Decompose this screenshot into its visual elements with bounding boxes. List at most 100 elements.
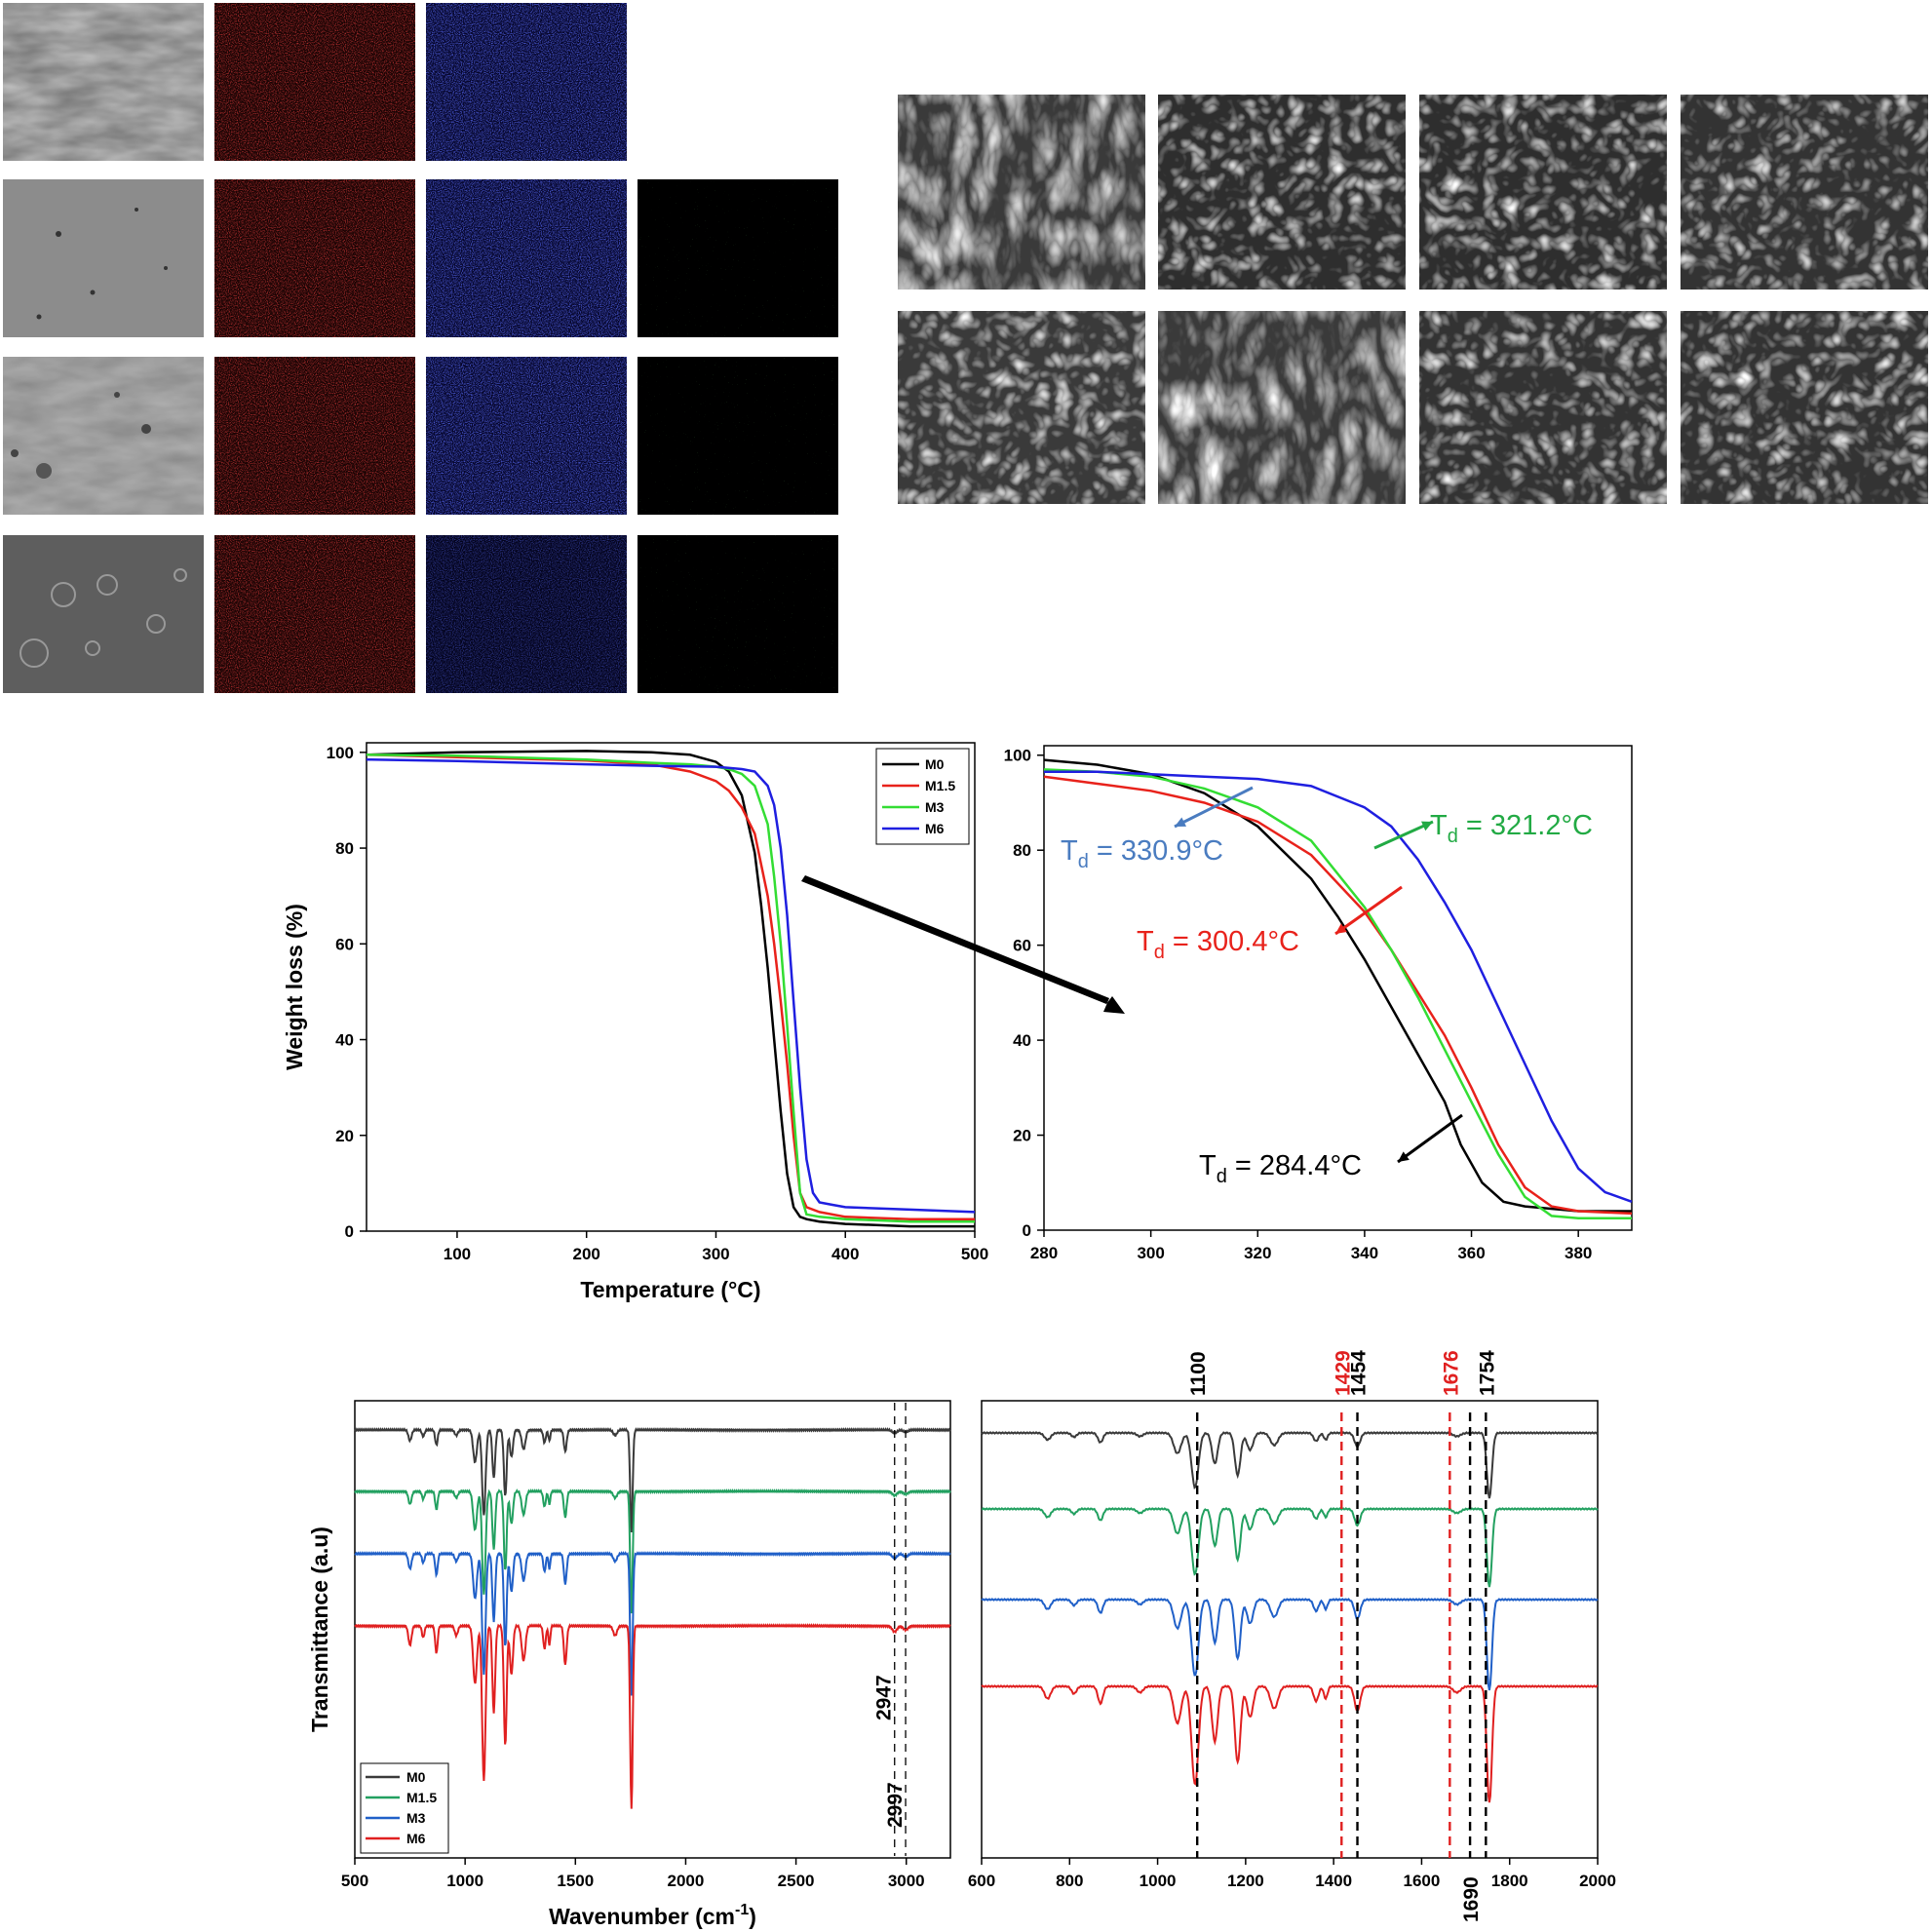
ftir-zoom-chart: 600 800 1000 1200 1400 1600 1800 2000 1100 142914… <box>968 1350 1616 1922</box>
legend-label: M3 <box>406 1810 426 1826</box>
series-line-1 <box>982 1507 1599 1588</box>
x-tick-label: 1400 <box>1315 1872 1352 1890</box>
annotation-arrow-head <box>1335 923 1347 934</box>
series-line-0 <box>981 1431 1599 1499</box>
x-tick-label: 360 <box>1457 1244 1485 1262</box>
td-annotation: Td = 330.9°C <box>1061 835 1223 872</box>
annotation-arrow-head <box>1398 1151 1410 1162</box>
legend-label: M1.5 <box>406 1790 437 1805</box>
series-line-M6 <box>366 757 976 1214</box>
tga-zoom-chart: 280 300 320 340 360 380 0 20 40 60 80 100 Td = 330.9… <box>1004 745 1633 1262</box>
x-tick-label: 400 <box>831 1245 859 1263</box>
td-annotation: Td = 321.2°C <box>1430 810 1593 847</box>
series-line-2 <box>981 1598 1599 1691</box>
x-tick-label: 280 <box>1030 1244 1058 1262</box>
y-tick-label: 60 <box>1013 937 1031 955</box>
x-axis-title: Temperature (°C) <box>580 1277 760 1302</box>
y-tick-label: 0 <box>1023 1221 1031 1240</box>
annotation-arrow-line <box>1334 885 1403 936</box>
y-tick-label: 20 <box>1013 1127 1031 1145</box>
x-tick-label: 1200 <box>1227 1872 1264 1890</box>
legend-label: M6 <box>925 821 945 836</box>
legend-label: M3 <box>925 799 945 815</box>
td-annotation: Td = 284.4°C <box>1199 1150 1362 1187</box>
annotation-arrow-line <box>1397 1113 1463 1164</box>
eds-row-3 <box>3 357 838 515</box>
y-tick-label: 60 <box>335 935 354 953</box>
peak-label: 1754 <box>1476 1350 1498 1396</box>
legend-box <box>875 748 970 845</box>
x-tick-label: 1000 <box>1140 1872 1177 1890</box>
legend-label: M6 <box>406 1831 426 1846</box>
x-tick-label: 100 <box>444 1245 471 1263</box>
peak-label: 1454 <box>1348 1350 1371 1396</box>
peak-label: 1676 <box>1440 1350 1462 1396</box>
legend-label: M1.5 <box>925 778 955 793</box>
x-tick-label: 300 <box>702 1245 729 1263</box>
x-tick-label: 500 <box>341 1872 368 1890</box>
x-tick-label: 340 <box>1351 1244 1378 1262</box>
x-tick-label: 2000 <box>1579 1872 1616 1890</box>
ftir-full-chart: 500 1000 1500 2000 2500 3000 2947 2997 Wavenumbe… <box>307 1400 951 1929</box>
y-tick-label: 100 <box>327 744 354 762</box>
peak-label: 2997 <box>884 1782 907 1828</box>
series-line-M0 <box>366 750 975 1228</box>
eds-row-1 <box>3 3 627 161</box>
td-annotation: Td = 300.4°C <box>1137 926 1299 963</box>
legend-label: M0 <box>406 1769 426 1785</box>
x-tick-label: 320 <box>1244 1244 1271 1262</box>
y-tick-label: 0 <box>345 1222 354 1241</box>
tga-main-chart: 100 200 300 400 500 0 20 40 60 80 100 Temperature (… <box>282 742 988 1302</box>
x-tick-label: 1000 <box>446 1872 483 1890</box>
eds-row-4 <box>3 535 838 693</box>
x-tick-label: 300 <box>1137 1244 1164 1262</box>
annotation-arrow-line <box>1174 786 1254 829</box>
plot-frame <box>366 742 976 1232</box>
y-tick-label: 40 <box>1013 1031 1031 1050</box>
x-tick-label: 2500 <box>778 1872 815 1890</box>
y-tick-label: 80 <box>1013 841 1031 860</box>
y-tick-label: 100 <box>1004 747 1031 765</box>
y-tick-label: 20 <box>335 1127 354 1145</box>
x-tick-label: 1600 <box>1404 1872 1441 1890</box>
x-tick-label: 800 <box>1056 1872 1083 1890</box>
plot-frame <box>1043 745 1633 1231</box>
zoom-arrow <box>801 875 1125 1014</box>
y-axis-title: Weight loss (%) <box>282 904 307 1070</box>
x-axis-title: Wavenumber (cm-1) <box>549 1902 756 1929</box>
series-line-0 <box>1043 758 1632 1213</box>
annotation-arrow-line <box>1373 820 1434 850</box>
sem-panels <box>898 95 1928 504</box>
series-line-M1.5 <box>354 1488 951 1614</box>
peak-label: 1690 <box>1460 1876 1483 1922</box>
x-tick-label: 600 <box>968 1872 995 1890</box>
y-tick-label: 40 <box>335 1031 354 1050</box>
y-tick-label: 80 <box>335 839 354 858</box>
series-line-M3 <box>366 753 975 1223</box>
plot-frame <box>981 1400 1599 1859</box>
y-axis-title: Transmittance (a.u) <box>307 1526 332 1732</box>
legend-label: M0 <box>925 756 945 772</box>
x-tick-label: 1800 <box>1491 1872 1528 1890</box>
eds-row-2 <box>3 179 838 337</box>
series-line-M6 <box>354 1623 951 1809</box>
x-tick-label: 200 <box>573 1245 600 1263</box>
x-tick-label: 500 <box>961 1245 988 1263</box>
micrograph-panels <box>3 3 1928 693</box>
x-tick-label: 380 <box>1565 1244 1592 1262</box>
peak-label: 2947 <box>873 1675 896 1720</box>
peak-label: 1429 <box>1332 1350 1354 1396</box>
series-line-M0 <box>354 1426 951 1532</box>
annotation-arrow-head <box>1421 821 1433 831</box>
plot-frame <box>354 1400 951 1859</box>
series-line-M3 <box>354 1551 951 1696</box>
series-line-3 <box>1044 770 1633 1203</box>
peak-label: 1100 <box>1187 1351 1210 1396</box>
series-line-3 <box>981 1684 1599 1803</box>
x-tick-label: 2000 <box>668 1872 705 1890</box>
x-tick-label: 1500 <box>557 1872 594 1890</box>
annotation-arrow-head <box>1175 817 1186 827</box>
series-line-2 <box>1043 768 1632 1220</box>
x-tick-label: 3000 <box>888 1872 925 1890</box>
